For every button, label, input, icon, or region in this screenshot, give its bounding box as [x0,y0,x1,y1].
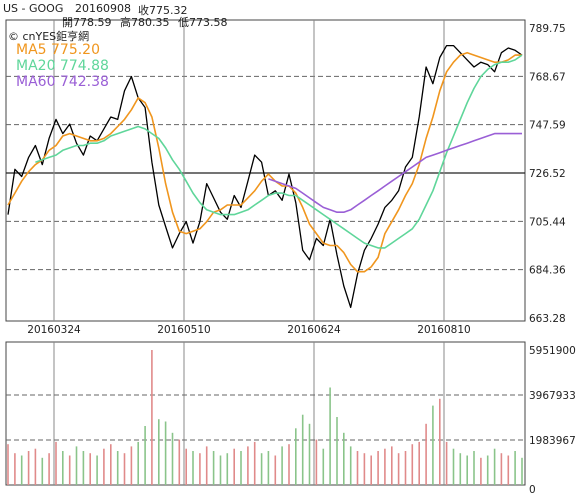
price-y-tick-label: 768.67 [529,71,566,83]
price-y-tick-label: 747.59 [529,120,566,132]
header-low: 低773.58 [178,16,228,29]
header-open: 開778.59 [62,16,112,29]
price-y-tick-label: 663.28 [529,313,566,325]
series-line-ma20 [35,54,523,249]
volume-y-tick-label: 3967933 [529,390,576,402]
price-y-tick-label: 684.36 [529,265,566,277]
x-tick-label: 20160510 [157,324,210,336]
header-close: 收775.32 [138,4,188,17]
price-y-tick-label: 789.75 [529,23,566,35]
legend-ma20: MA20 774.88 [16,58,109,74]
volume-y-tick-label: 5951900 [529,345,576,357]
legend-ma60: MA60 742.38 [16,74,109,90]
x-tick-label: 20160324 [27,324,81,336]
header-date: 20160908 [75,2,131,15]
header-high: 高780.35 [120,16,170,29]
header-symbol: US - GOOG [3,2,64,15]
volume-y-tick-label: 0 [529,484,536,496]
price-y-tick-label: 705.44 [529,216,566,228]
x-tick-label: 20160624 [287,324,341,336]
series-line-close [7,44,523,309]
legend-ma5: MA5 775.20 [16,42,100,58]
copyright-text: © cnYES鉅亨網 [8,30,90,43]
volume-y-tick-label: 1983967 [529,435,576,447]
volume-panel-frame [5,341,526,486]
x-tick-label: 20160810 [417,324,470,336]
series-line-ma60 [268,132,522,213]
price-panel-frame [5,19,526,322]
price-y-tick-label: 726.52 [529,168,566,180]
series-line-ma5 [7,51,522,273]
